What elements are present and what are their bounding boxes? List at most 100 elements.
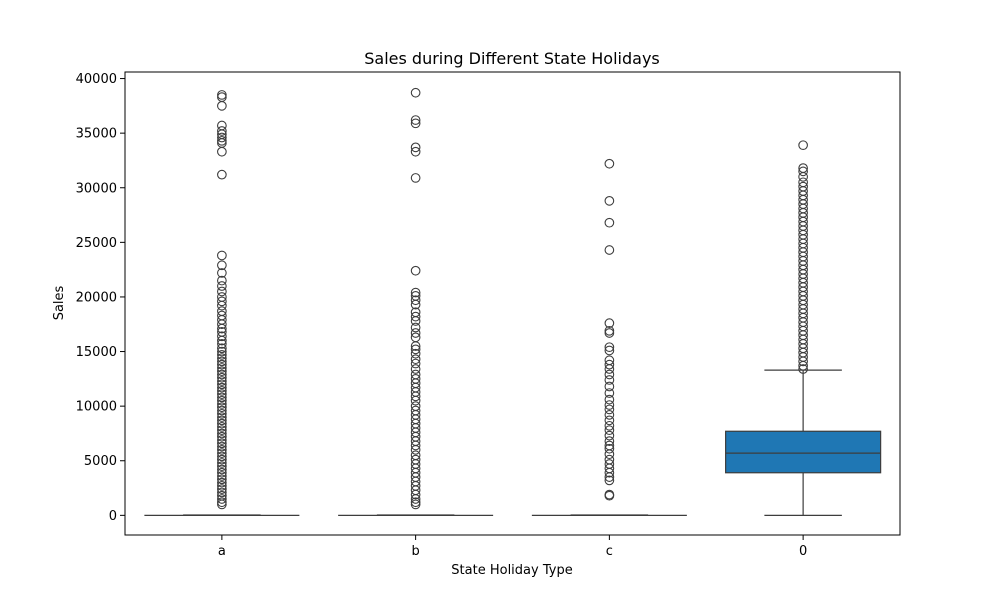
outlier-point — [217, 268, 227, 278]
outlier-point — [217, 392, 227, 403]
outlier-point — [217, 494, 227, 504]
outlier-point — [604, 394, 615, 405]
outlier-point — [410, 354, 421, 365]
outlier-point — [217, 346, 227, 357]
y-tick-label: 25000 — [76, 236, 117, 251]
outlier-point — [604, 217, 615, 228]
outlier-point — [604, 359, 615, 370]
outlier-point — [217, 441, 227, 452]
outlier-point — [217, 281, 227, 291]
outlier-point — [410, 494, 421, 504]
outlier-point — [217, 339, 227, 349]
outlier-point — [798, 140, 808, 151]
outlier-point — [217, 444, 227, 455]
outlier-point — [217, 464, 227, 475]
outlier-point — [217, 458, 227, 468]
outlier-point — [217, 366, 227, 377]
outlier-point — [217, 169, 227, 180]
outlier-point — [217, 138, 227, 148]
outlier-point — [604, 158, 615, 169]
outlier-point — [604, 436, 615, 446]
outlier-point — [217, 92, 227, 102]
outlier-point — [410, 395, 421, 406]
outlier-point — [217, 471, 227, 481]
outlier-point — [410, 295, 421, 306]
outlier-point — [798, 356, 808, 367]
outlier-point — [217, 323, 227, 334]
x-tick-label: 0 — [799, 544, 807, 559]
outlier-point — [217, 296, 227, 307]
outlier-point — [217, 386, 227, 396]
outlier-point — [217, 412, 227, 422]
outlier-point — [217, 363, 227, 373]
outlier-point — [217, 499, 227, 510]
outlier-point — [604, 381, 615, 392]
outlier-point — [604, 472, 615, 482]
box-group-0 — [725, 140, 882, 516]
outlier-point — [604, 345, 615, 356]
outlier-point — [410, 344, 421, 355]
y-tick-label: 5000 — [84, 454, 117, 469]
outlier-point — [217, 356, 227, 367]
outlier-point — [217, 425, 227, 436]
outlier-point — [410, 173, 421, 183]
outlier-point — [217, 474, 227, 485]
outlier-point — [604, 410, 615, 420]
outlier-point — [217, 389, 227, 399]
outlier-point — [217, 484, 227, 494]
outlier-point — [798, 171, 808, 182]
outlier-point — [217, 399, 227, 409]
outlier-point — [217, 335, 227, 346]
outlier-point — [217, 319, 227, 330]
outlier-point — [217, 300, 227, 311]
y-tick-label: 20000 — [76, 290, 117, 305]
outlier-point — [217, 353, 227, 363]
outlier-point — [217, 467, 227, 478]
chart-title: Sales during Different State Holidays — [364, 49, 660, 68]
outlier-point — [217, 422, 227, 432]
outlier-point — [217, 438, 227, 449]
outlier-point — [217, 260, 227, 271]
outlier-point — [410, 118, 421, 129]
box-group-c — [531, 158, 687, 516]
outlier-point — [217, 126, 227, 136]
outlier-point — [217, 435, 227, 445]
outlier-point — [217, 343, 227, 354]
outlier-point — [217, 146, 227, 157]
x-tick-label: b — [411, 544, 419, 559]
outlier-point — [217, 451, 227, 462]
outlier-point — [410, 440, 421, 451]
outlier-point — [604, 449, 615, 460]
outlier-point — [217, 408, 227, 419]
box-group-b — [338, 87, 494, 516]
outlier-point — [410, 391, 421, 402]
plot-area — [144, 87, 882, 516]
outlier-point — [217, 331, 227, 342]
outlier-point — [410, 146, 421, 157]
outlier-point — [604, 388, 615, 398]
outlier-point — [604, 467, 615, 478]
outlier-point — [604, 420, 615, 431]
outlier-point — [217, 275, 227, 286]
outlier-point — [410, 87, 421, 98]
outlier-point — [410, 265, 421, 276]
outlier-point — [217, 448, 227, 458]
outlier-point — [410, 499, 421, 510]
outlier-point — [604, 364, 615, 374]
outlier-point — [604, 430, 615, 441]
outlier-point — [217, 481, 227, 491]
outlier-point — [217, 405, 227, 416]
axes: 0 5000 10000 15000 20000 25000 30000 35000 40000… — [76, 72, 808, 559]
plot-frame — [124, 71, 901, 536]
outlier-point — [217, 428, 227, 439]
outlier-point — [217, 372, 227, 383]
outlier-point — [410, 444, 421, 455]
outlier-point — [217, 477, 227, 488]
outlier-point — [217, 402, 227, 413]
outlier-point — [604, 328, 615, 338]
outlier-point — [217, 349, 227, 360]
y-tick-label: 35000 — [76, 127, 117, 142]
outlier-point — [604, 245, 615, 255]
y-tick-label: 0 — [109, 509, 117, 524]
outlier-point — [604, 342, 615, 353]
